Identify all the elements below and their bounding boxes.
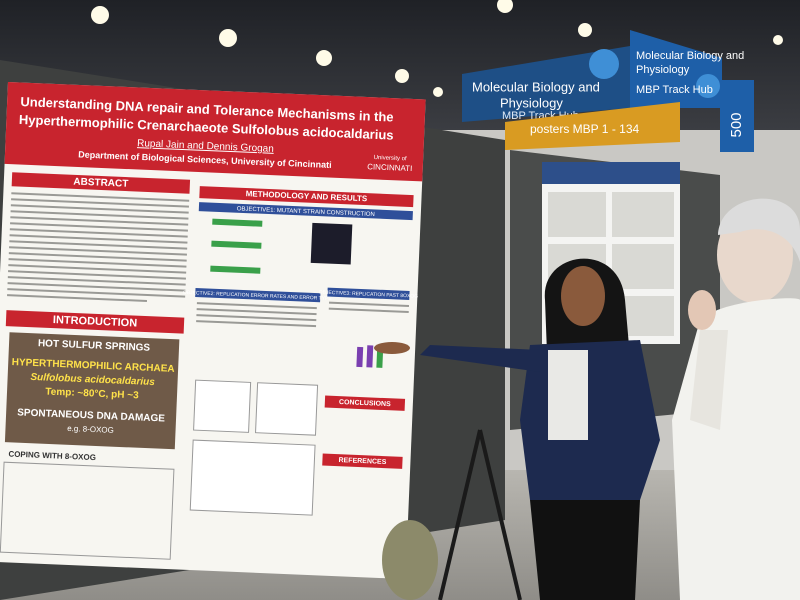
section-heading: CONCLUSIONS	[339, 399, 391, 408]
posters-sign	[505, 102, 680, 150]
section-heading: ABSTRACT	[73, 176, 128, 189]
hub-title: Molecular Biology and	[472, 79, 600, 94]
intro-line: e.g. 8-OXOG	[67, 424, 114, 435]
poster: Understanding DNA repair and Tolerance M…	[0, 81, 426, 580]
hub-sign-left	[462, 46, 630, 122]
intro-line: Temp: ~80°C, pH ~3	[45, 386, 139, 401]
logo-text: CINCINNATI	[367, 162, 413, 173]
board-number: 500	[728, 112, 745, 137]
visitor	[672, 198, 800, 600]
hub-icon	[696, 74, 720, 98]
hub-title-right: Molecular Biology and	[636, 50, 744, 62]
coping-heading: COPING WITH 8-OXOG	[8, 449, 96, 462]
hub-icon	[589, 49, 619, 79]
objective-bar	[198, 202, 413, 221]
section-bar	[324, 395, 406, 411]
abstract-text	[7, 192, 190, 303]
section-bar	[11, 172, 191, 194]
strain-diagram	[210, 218, 353, 274]
objective-bar	[195, 288, 321, 303]
coping-diagram	[0, 461, 175, 560]
objective-bar	[327, 287, 410, 300]
results-tables	[189, 345, 384, 516]
section-heading: INTRODUCTION	[53, 314, 138, 330]
objective-heading: OBJECTIVE1: MUTANT STRAIN CONSTRUCTION	[237, 206, 375, 218]
board-sign	[720, 80, 754, 152]
posters-range: posters MBP 1 - 134	[530, 122, 639, 136]
section-bar	[5, 310, 185, 334]
backpack	[382, 520, 438, 600]
intro-line: HOT SULFUR SPRINGS	[38, 338, 151, 354]
section-bar	[322, 453, 403, 469]
intro-image	[4, 332, 180, 450]
results-text	[196, 301, 410, 328]
section-bar	[199, 186, 414, 208]
poster-header	[4, 82, 426, 182]
logo-text: University of	[374, 155, 408, 162]
hub-title-right: Physiology	[636, 64, 690, 76]
hub-title: Physiology	[500, 95, 563, 110]
poster-sheet	[0, 81, 426, 580]
objective-heading: OBJECTIVE3: REPLICATION PAST 8OXOG	[319, 290, 419, 300]
intro-line: Sulfolobus acidocaldarius	[30, 372, 155, 388]
presenter	[374, 258, 660, 600]
easel	[438, 429, 522, 600]
hub-title-right: MBP Track Hub	[636, 84, 713, 96]
neighbor-poster-header	[542, 162, 680, 184]
section-heading: REFERENCES	[338, 457, 386, 466]
